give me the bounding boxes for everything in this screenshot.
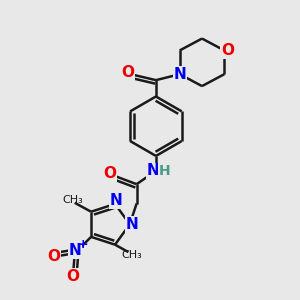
Text: H: H bbox=[158, 164, 170, 178]
Text: N: N bbox=[68, 243, 81, 258]
Text: O: O bbox=[67, 268, 80, 284]
Text: N: N bbox=[173, 67, 186, 82]
Text: +: + bbox=[78, 238, 88, 251]
Text: N: N bbox=[110, 194, 123, 208]
Text: O: O bbox=[221, 43, 234, 58]
Text: O: O bbox=[121, 65, 134, 80]
Text: N: N bbox=[147, 163, 159, 178]
Text: O: O bbox=[103, 166, 116, 181]
Text: CH₃: CH₃ bbox=[63, 195, 84, 205]
Text: N: N bbox=[126, 217, 139, 232]
Text: CH₃: CH₃ bbox=[121, 250, 142, 260]
Text: O: O bbox=[47, 249, 60, 264]
